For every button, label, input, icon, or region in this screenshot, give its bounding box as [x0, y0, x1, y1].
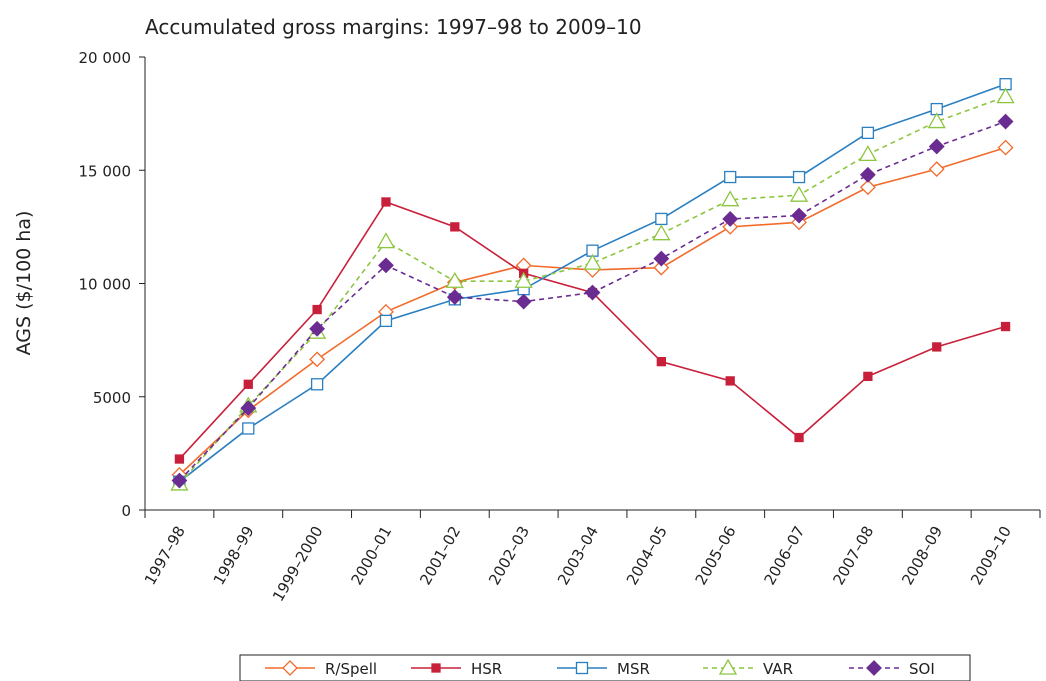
marker [725, 376, 735, 386]
x-tick-label: 1999–2000 [269, 523, 327, 605]
legend-item: HSR [411, 660, 502, 678]
x-tick-label: 1997–98 [141, 523, 189, 588]
marker [450, 222, 460, 232]
marker [445, 271, 464, 288]
x-tick-label: 2009–10 [967, 523, 1015, 588]
x-tick-label: 2006–07 [761, 523, 809, 588]
x-tick-label: 2007–08 [829, 523, 877, 588]
marker [174, 454, 185, 464]
legend-item: MSR [557, 660, 650, 678]
marker [721, 190, 740, 207]
marker [240, 400, 257, 416]
series-line [178, 146, 1006, 476]
marker [655, 212, 668, 226]
x-tick-label: 2000–01 [347, 523, 395, 588]
x-tick-label: 2003–04 [554, 523, 602, 588]
legend-label: R/Spell [325, 660, 377, 678]
y-tick-label: 15 000 [79, 162, 132, 180]
legend-label: VAR [763, 660, 793, 678]
marker [997, 139, 1014, 156]
marker [724, 170, 737, 184]
marker [381, 197, 391, 207]
marker [309, 320, 326, 337]
marker [932, 342, 942, 352]
marker [282, 660, 298, 676]
marker [312, 304, 322, 315]
marker [376, 232, 396, 249]
marker [243, 379, 253, 389]
marker [1000, 321, 1011, 332]
marker [794, 432, 804, 443]
marker [653, 250, 670, 267]
marker [866, 660, 882, 676]
marker [863, 371, 873, 382]
marker [584, 284, 601, 301]
x-tick-label: 2004–05 [623, 523, 671, 588]
marker [310, 378, 324, 391]
marker [928, 138, 945, 155]
x-tick-label: 1998–99 [210, 523, 258, 588]
marker [722, 218, 739, 235]
marker [792, 170, 806, 184]
marker [446, 289, 463, 306]
legend-item: SOI [849, 660, 935, 678]
legend-item: VAR [703, 658, 793, 678]
marker [996, 87, 1015, 104]
legend-box [239, 654, 971, 681]
marker [431, 663, 441, 673]
marker [653, 259, 670, 276]
marker [575, 661, 589, 675]
marker [379, 314, 393, 328]
legend-label: MSR [617, 660, 650, 678]
x-tick-label: 2002–03 [485, 523, 533, 588]
marker [652, 224, 671, 241]
legend-label: HSR [471, 660, 502, 678]
y-tick-label: 5000 [93, 389, 131, 407]
x-tick-label: 2008–09 [898, 523, 946, 588]
series-line [178, 83, 1006, 483]
marker [858, 145, 878, 162]
marker [722, 211, 739, 227]
y-tick-label: 20 000 [79, 49, 132, 67]
marker [791, 207, 807, 224]
marker [515, 293, 532, 310]
legend-item: R/Spell [265, 660, 377, 678]
marker [859, 179, 876, 196]
marker [718, 658, 738, 675]
legend-label: SOI [909, 660, 935, 678]
marker [309, 351, 326, 368]
marker [242, 422, 255, 435]
marker [859, 166, 876, 183]
y-axis-label: AGS ($/100 ha) [13, 211, 35, 356]
marker [514, 271, 533, 288]
marker [583, 253, 602, 270]
marker [928, 161, 945, 178]
marker [997, 113, 1014, 130]
x-tick-label: 2001–02 [416, 523, 464, 588]
marker [861, 126, 875, 140]
chart-title: Accumulated gross margins: 1997–98 to 20… [145, 15, 642, 39]
marker [378, 257, 394, 274]
x-tick-label: 2005–06 [692, 523, 740, 588]
marker [789, 185, 809, 202]
marker [656, 356, 666, 367]
series-line [178, 200, 1006, 460]
y-tick-label: 0 [121, 502, 131, 520]
y-tick-label: 10 000 [79, 276, 132, 294]
marker [171, 472, 188, 489]
marker [927, 112, 946, 129]
series-line [178, 120, 1006, 482]
